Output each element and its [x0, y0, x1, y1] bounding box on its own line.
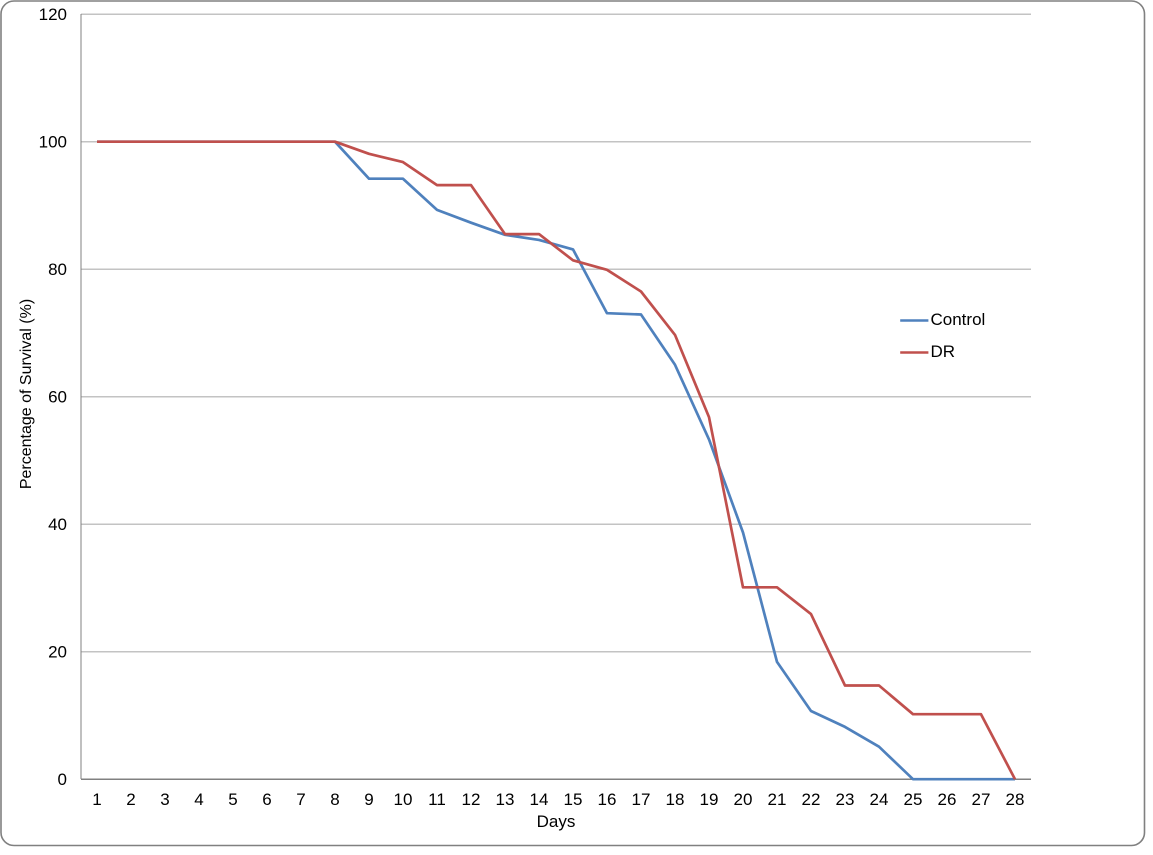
svg-text:12: 12 [462, 790, 481, 809]
svg-text:10: 10 [394, 790, 413, 809]
svg-text:40: 40 [48, 515, 67, 534]
svg-text:16: 16 [598, 790, 617, 809]
svg-text:80: 80 [48, 260, 67, 279]
svg-text:13: 13 [496, 790, 515, 809]
svg-text:3: 3 [160, 790, 169, 809]
svg-text:2: 2 [126, 790, 135, 809]
svg-text:27: 27 [972, 790, 991, 809]
svg-text:26: 26 [938, 790, 957, 809]
svg-text:120: 120 [39, 5, 67, 24]
svg-text:20: 20 [734, 790, 753, 809]
svg-text:5: 5 [228, 790, 237, 809]
svg-text:23: 23 [836, 790, 855, 809]
svg-text:1: 1 [92, 790, 101, 809]
svg-text:4: 4 [194, 790, 203, 809]
svg-text:20: 20 [48, 643, 67, 662]
svg-text:8: 8 [330, 790, 339, 809]
svg-text:21: 21 [768, 790, 787, 809]
svg-text:100: 100 [39, 133, 67, 152]
svg-text:Control: Control [931, 310, 986, 329]
svg-text:25: 25 [904, 790, 923, 809]
svg-text:28: 28 [1006, 790, 1025, 809]
svg-text:7: 7 [296, 790, 305, 809]
svg-text:9: 9 [364, 790, 373, 809]
svg-text:Days: Days [537, 812, 576, 831]
svg-text:DR: DR [931, 342, 956, 361]
svg-text:Percentage of Survival (%): Percentage of Survival (%) [18, 299, 35, 489]
svg-text:0: 0 [58, 770, 67, 789]
svg-text:18: 18 [666, 790, 685, 809]
svg-text:11: 11 [428, 790, 446, 809]
svg-text:6: 6 [262, 790, 271, 809]
svg-text:15: 15 [564, 790, 583, 809]
svg-text:60: 60 [48, 388, 67, 407]
svg-text:19: 19 [700, 790, 719, 809]
svg-text:22: 22 [802, 790, 821, 809]
svg-text:14: 14 [530, 790, 549, 809]
svg-text:24: 24 [870, 790, 889, 809]
svg-text:17: 17 [632, 790, 651, 809]
